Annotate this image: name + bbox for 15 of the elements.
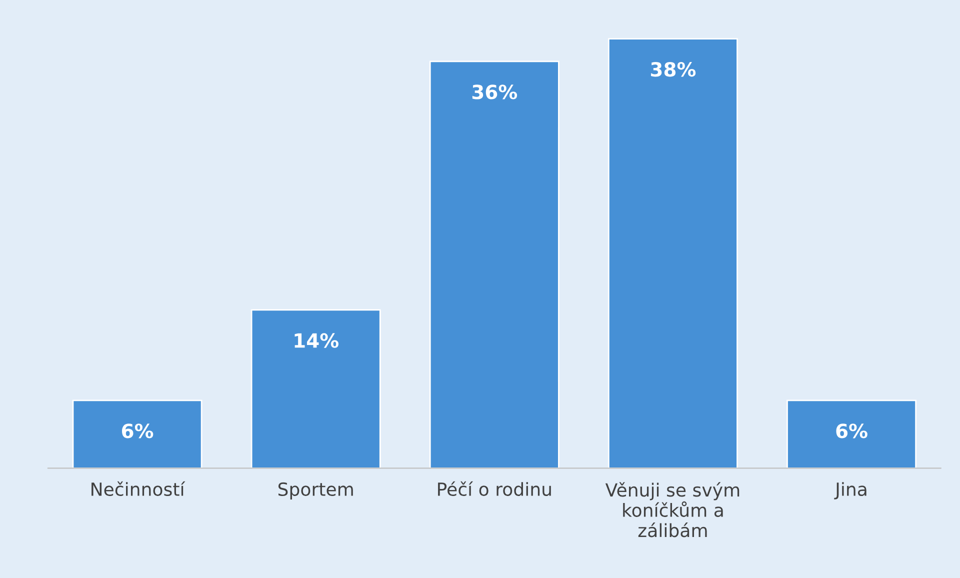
bar <box>250 309 381 468</box>
bar <box>429 60 560 468</box>
bar <box>786 400 916 468</box>
data-label: 6% <box>122 424 154 438</box>
x-tick-label: Péčí o rodinu <box>438 481 551 496</box>
data-label: 38% <box>650 62 696 77</box>
x-tick-label: Sportem <box>278 482 353 500</box>
x-tick-label: Nečinností <box>92 481 186 496</box>
data-label: 6% <box>836 424 868 438</box>
x-tick-label: Věnuji se svým koníčkům a zálibám <box>605 482 740 538</box>
bar <box>608 38 738 468</box>
data-label: 14% <box>294 333 338 348</box>
x-tick-label: Jina <box>834 482 866 500</box>
bar <box>72 400 202 468</box>
data-label: 36% <box>472 84 518 100</box>
